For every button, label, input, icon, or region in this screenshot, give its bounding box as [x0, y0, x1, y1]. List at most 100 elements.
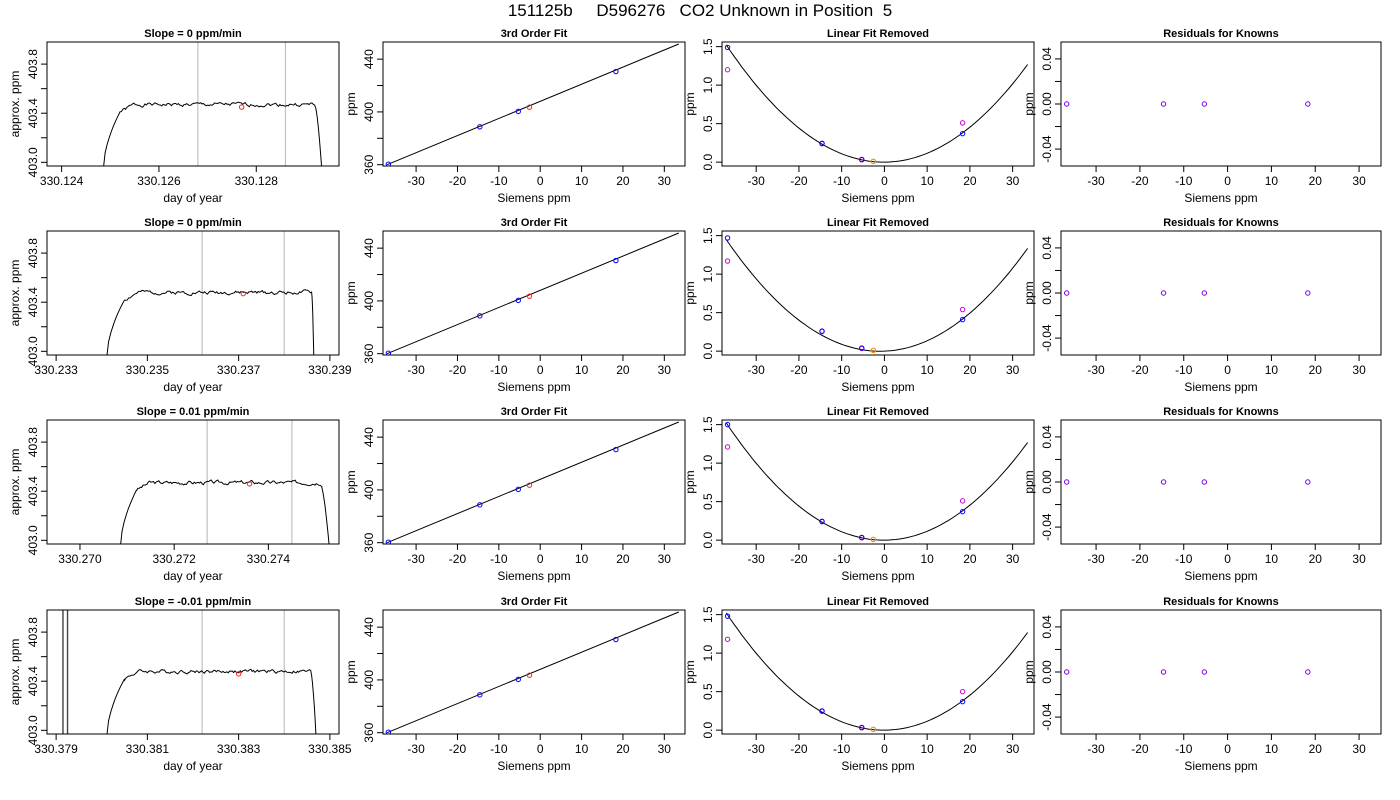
y-tick-label: -0.04	[1040, 703, 1054, 731]
x-tick-label: 0	[1224, 363, 1231, 377]
plot-area	[385, 43, 679, 166]
y-tick-label: 403.4	[26, 476, 40, 506]
x-tick-label: 10	[920, 552, 934, 566]
known-point	[515, 297, 521, 304]
panel-4-1: Slope = -0.01 ppm/min 330.379 330.381 330.3…	[8, 596, 352, 773]
x-tick-label: -30	[748, 174, 766, 188]
y-tick-label: 403.0	[26, 147, 40, 177]
fit-curve	[725, 239, 1029, 352]
x-axis-label: day of year	[163, 569, 222, 583]
x-axis-label: Siemens ppm	[497, 191, 570, 205]
known-point	[613, 68, 619, 75]
panel-title: 3rd Order Fit	[501, 28, 568, 40]
known-point	[385, 350, 392, 355]
x-tick-label: 30	[1006, 552, 1020, 566]
x-tick-label: 20	[1309, 174, 1323, 188]
x-tick-label: -10	[833, 174, 851, 188]
known-point	[959, 130, 966, 137]
x-tick-label: 0	[1224, 552, 1231, 566]
known-point	[515, 108, 521, 115]
panel-1-3: Linear Fit Removed -30 -20 -10 0 10 20 30 0.0 0.5…	[683, 28, 1035, 205]
x-axis-label: day of year	[163, 380, 222, 394]
known-point	[819, 708, 825, 714]
residual-point	[1201, 101, 1208, 107]
x-tick-label: 20	[1309, 363, 1323, 377]
x-tick-label: -30	[407, 742, 425, 756]
panel-title: Residuals for Knowns	[1163, 217, 1279, 229]
y-tick-label: 0.00	[1040, 470, 1054, 494]
panel-title: Linear Fit Removed	[827, 406, 929, 418]
raw-point	[724, 444, 731, 450]
plot-frame	[46, 230, 340, 356]
signal-trace	[106, 668, 317, 734]
x-axis-label: Siemens ppm	[841, 191, 914, 205]
y-tick-label: 400	[362, 291, 376, 311]
x-tick-label: 0	[881, 363, 888, 377]
x-tick-label: -20	[1131, 552, 1149, 566]
x-tick-label: 330.383	[217, 742, 261, 756]
x-axis-label: Siemens ppm	[841, 569, 914, 583]
known-point	[385, 539, 392, 544]
y-tick-label: 360	[362, 343, 376, 363]
known-point	[819, 328, 825, 334]
x-axis-label: Siemens ppm	[1184, 191, 1257, 205]
plot-area	[385, 611, 679, 734]
y-tick-label: 403.8	[26, 617, 40, 647]
x-tick-label: -20	[790, 363, 808, 377]
y-tick-label: 1.5	[701, 416, 715, 433]
y-axis-label: approx. ppm	[8, 639, 22, 706]
panel-title: Linear Fit Removed	[827, 28, 929, 40]
panel-title: Linear Fit Removed	[827, 596, 929, 608]
plot-area	[103, 42, 323, 166]
fit-curve	[725, 612, 1028, 731]
y-tick-label: 0.0	[701, 153, 715, 170]
x-tick-label: -20	[449, 552, 467, 566]
fit-line	[386, 611, 679, 734]
known-point	[613, 257, 619, 264]
y-axis-label: ppm	[683, 281, 697, 304]
x-tick-label: -20	[790, 742, 808, 756]
residual-point	[1305, 290, 1311, 296]
known-point	[477, 692, 483, 698]
y-tick-label: 1.5	[701, 227, 715, 244]
y-tick-label: 360	[362, 722, 376, 742]
y-axis-label: approx. ppm	[8, 71, 22, 138]
y-axis-label: ppm	[1022, 660, 1036, 683]
plot-frame	[1060, 41, 1382, 167]
known-point	[613, 636, 619, 643]
y-tick-label: 0.5	[701, 304, 715, 321]
y-tick-label: 403.8	[26, 238, 40, 268]
residual-point	[1201, 669, 1208, 675]
known-point	[959, 698, 966, 705]
residual-point	[1160, 290, 1167, 296]
x-tick-label: 0	[881, 174, 888, 188]
y-tick-label: 360	[362, 154, 376, 174]
known-point	[724, 235, 731, 241]
y-tick-label: 403.0	[26, 715, 40, 745]
plot-frame	[721, 41, 1035, 167]
x-tick-label: 0	[1224, 742, 1231, 756]
x-tick-label: 10	[1265, 742, 1279, 756]
y-tick-label: 403.4	[26, 287, 40, 317]
x-tick-label: -30	[1087, 552, 1105, 566]
x-tick-label: 30	[1352, 552, 1366, 566]
y-tick-label: 440	[362, 238, 376, 258]
known-point	[613, 446, 619, 453]
known-point	[859, 534, 865, 541]
x-tick-label: 10	[575, 174, 589, 188]
x-tick-label: 0	[537, 552, 544, 566]
x-tick-label: -20	[1131, 742, 1149, 756]
unknown-point	[870, 347, 877, 354]
x-tick-label: 330.233	[34, 363, 78, 377]
unknown-point	[870, 726, 877, 733]
y-tick-label: 403.4	[26, 98, 40, 128]
x-axis-label: Siemens ppm	[497, 380, 570, 394]
x-tick-label: 30	[1006, 174, 1020, 188]
panel-2-2: 3rd Order Fit -30 -20 -10 0 10 20 30 360 400 440 Si…	[344, 217, 686, 394]
x-tick-label: 20	[1309, 742, 1323, 756]
panel-4-2: 3rd Order Fit -30 -20 -10 0 10 20 30 360 400 440 Si…	[344, 596, 686, 773]
panel-3-3: Linear Fit Removed -30 -20 -10 0 10 20 30 0.0 0.5…	[683, 406, 1035, 583]
known-point	[385, 729, 392, 734]
raw-point	[959, 498, 966, 504]
